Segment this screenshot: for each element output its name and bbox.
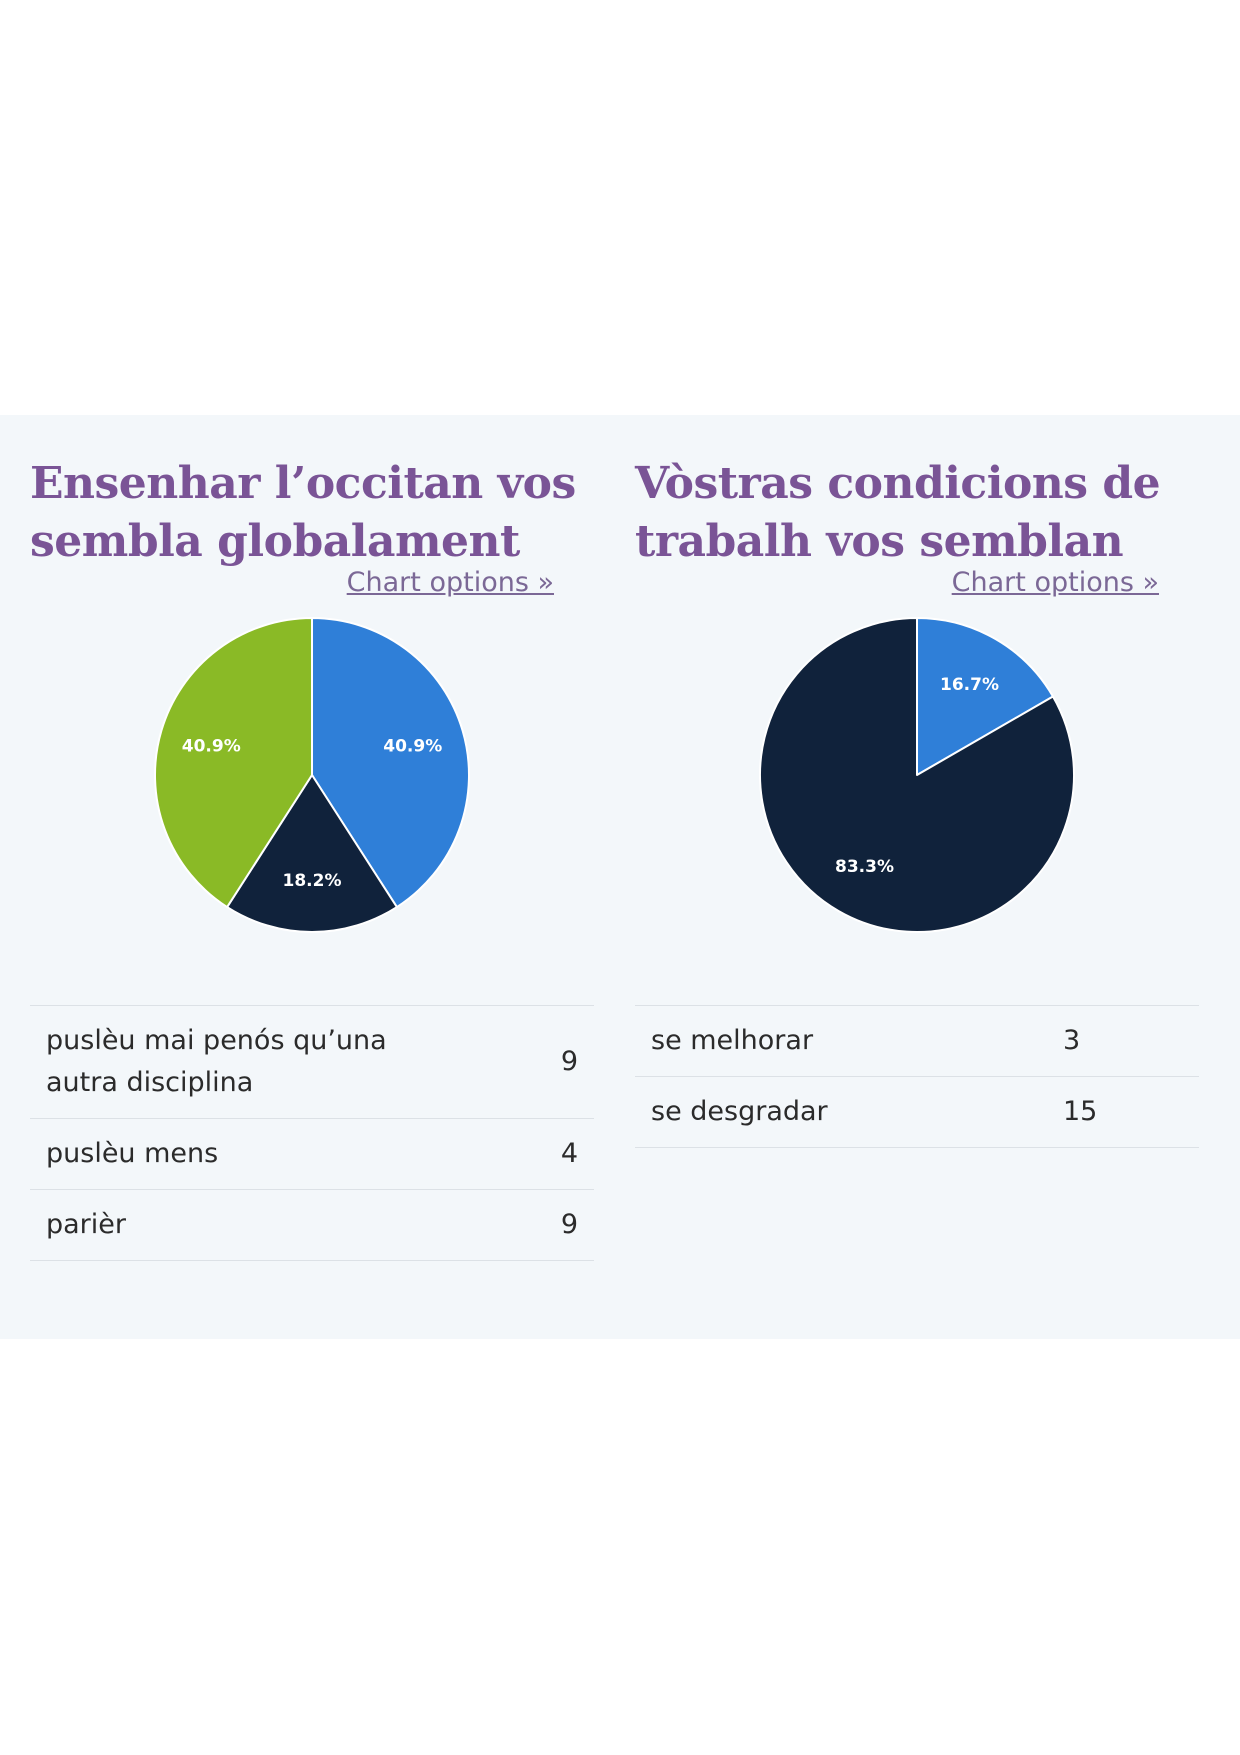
pie-slice[interactable] <box>759 617 1075 933</box>
table-row: se melhorar 3 <box>635 1005 1199 1077</box>
slice-percent-label: 40.9% <box>182 736 241 756</box>
row-value: 9 <box>482 1189 594 1261</box>
pie-slice[interactable] <box>226 774 398 933</box>
slice-percent-label: 40.9% <box>383 736 442 756</box>
chart-card-teaching: Ensenhar l’occitan vos sembla globalamen… <box>30 415 594 1339</box>
row-label: se melhorar <box>635 1005 1043 1077</box>
row-label: puslèu mai penós qu’una autra disciplina <box>30 1005 482 1119</box>
pie-chart: 40.9% 18.2% 40.9% <box>30 610 594 940</box>
row-label: puslèu mens <box>30 1118 482 1190</box>
table-row: puslèu mai penós qu’una autra disciplina… <box>30 1005 594 1119</box>
slice-percent-label: 18.2% <box>283 871 342 891</box>
chart-title: Vòstras condicions de trabalh vos sembla… <box>635 458 1161 567</box>
pie-chart-svg: 40.9% 18.2% 40.9% <box>154 617 470 933</box>
pie-chart-svg: 16.7% 83.3% <box>759 617 1075 933</box>
row-label: se desgradar <box>635 1076 1043 1148</box>
chart-card-conditions: Vòstras condicions de trabalh vos sembla… <box>635 415 1199 1339</box>
table-row: se desgradar 15 <box>635 1076 1199 1148</box>
row-value: 9 <box>482 1005 594 1119</box>
chart-options-link[interactable]: Chart options » <box>951 567 1159 598</box>
table-row: puslèu mens 4 <box>30 1118 594 1190</box>
pie-slice[interactable] <box>916 617 1054 776</box>
row-value: 15 <box>1043 1076 1199 1148</box>
pie-chart: 16.7% 83.3% <box>635 610 1199 940</box>
row-value: 3 <box>1043 1005 1199 1077</box>
chart-title: Ensenhar l’occitan vos sembla globalamen… <box>30 458 576 567</box>
slice-percent-label: 16.7% <box>940 675 999 695</box>
data-table: puslèu mai penós qu’una autra disciplina… <box>30 1005 594 1261</box>
slice-percent-label: 83.3% <box>835 857 894 877</box>
row-value: 4 <box>482 1118 594 1190</box>
row-label: parièr <box>30 1189 482 1261</box>
pie-slice[interactable] <box>154 617 313 909</box>
charts-panel: Ensenhar l’occitan vos sembla globalamen… <box>0 415 1240 1339</box>
data-table: se melhorar 3 se desgradar 15 <box>635 1005 1199 1148</box>
chart-options-link[interactable]: Chart options » <box>346 567 554 598</box>
table-row: parièr 9 <box>30 1189 594 1261</box>
